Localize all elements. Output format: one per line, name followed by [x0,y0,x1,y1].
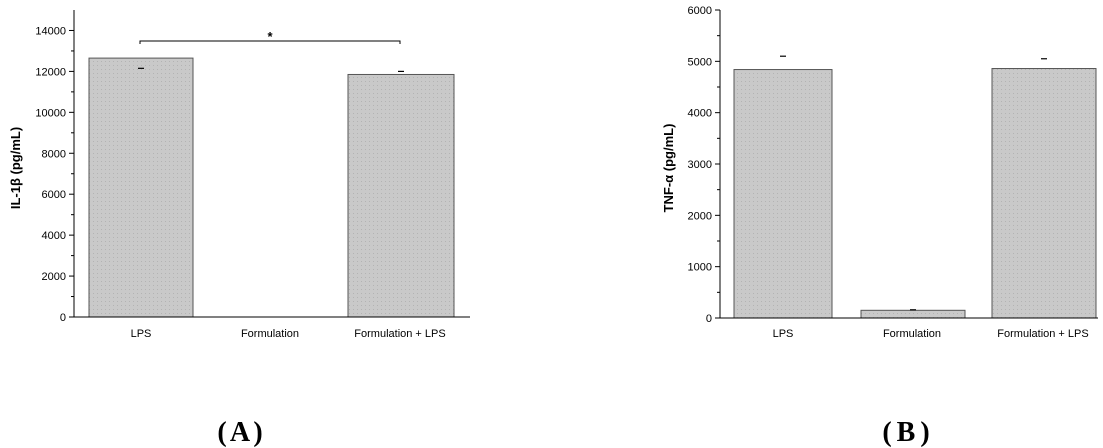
panel-a-significance: * [139,29,401,44]
panel-b-y-tick-label-6: 6000 [688,5,712,17]
panel-a-y-tick-label-6: 12000 [35,66,66,78]
panel-a-category-label-0: LPS [131,328,152,340]
panel-a-label: A [230,417,251,448]
panel-a-y-ticks: 0 2000 4000 6000 8000 10000 12000 14000 [35,25,74,324]
panel-b-category-label-1: Formulation [883,328,941,340]
panel-b-category-label-0: LPS [773,328,794,340]
panel-a-label-close-paren: ) [253,417,262,448]
panel-b-category-label-2: Formulation + LPS [997,328,1088,340]
panel-b-label-open-paren: ( [882,417,891,448]
panel-a-y-tick-label-0: 0 [60,312,66,324]
panel-a-significance-label: * [267,29,273,44]
panel-b-label-close-paren: ) [920,417,929,448]
panel-a-y-tick-label-1: 2000 [42,271,66,283]
panel-a-significance-bracket [139,40,401,44]
panel-a-bars [88,57,455,318]
panel-a-bar-2 [347,73,455,318]
panel-b-y-axis-label: TNF-α (pg/mL) [661,124,676,213]
panel-b-bar-0 [733,69,833,319]
panel-b: 0 1000 2000 3000 4000 5000 6000 LPS Formulatio… [661,5,1098,448]
panel-b-y-tick-label-5: 5000 [688,56,712,68]
panel-b-error-bars [780,55,1047,311]
panel-b-bars [733,68,1097,319]
panel-b-y-tick-label-0: 0 [706,313,712,325]
panel-a-bar-0 [88,57,194,318]
panel-b-y-tick-label-3: 3000 [688,159,712,171]
panel-b-label: B [897,417,916,448]
panel-a-y-tick-label-4: 8000 [42,148,66,160]
panel-a-y-tick-label-3: 6000 [42,189,66,201]
panel-a-y-axis-label: IL-1β (pg/mL) [8,127,23,209]
panel-a-y-tick-label-2: 4000 [42,230,66,242]
panel-b-y-ticks: 0 1000 2000 3000 4000 5000 6000 [688,5,720,325]
panel-a-category-label-2: Formulation + LPS [354,328,445,340]
panel-b-bar-1 [860,309,966,319]
panel-b-y-tick-label-1: 1000 [688,262,712,274]
panel-a-error-bars [138,67,404,73]
panel-a-y-tick-label-7: 14000 [35,25,66,37]
panel-b-y-tick-label-2: 2000 [688,210,712,222]
panel-a: 0 2000 4000 6000 8000 10000 12000 14000 * LPS F… [8,10,470,448]
panel-b-y-tick-label-4: 4000 [688,108,712,120]
panel-a-category-label-1: Formulation [241,328,299,340]
panel-a-y-tick-label-5: 10000 [35,107,66,119]
panel-b-bar-2 [991,68,1097,319]
panel-a-label-open-paren: ( [217,417,226,448]
